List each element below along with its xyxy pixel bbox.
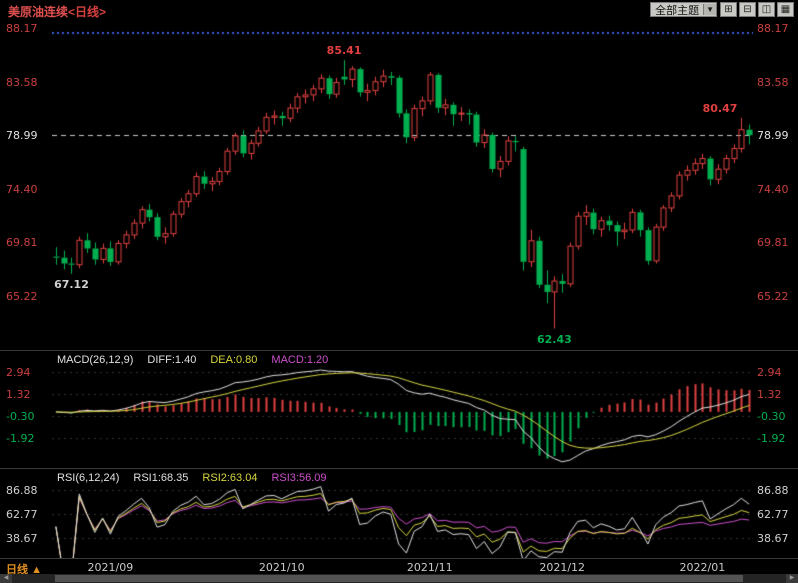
macd-title: MACD(26,12,9)	[57, 354, 134, 366]
date-label: 2022/01	[679, 561, 726, 574]
price-annotation: 62.43	[536, 332, 572, 346]
header-controls: 全部主题 ▼ ⊞ ⊟ ◫ ▦	[650, 2, 794, 17]
macd-macd-value: MACD:1.20	[271, 354, 329, 366]
rsi-axis-label: 62.77	[757, 508, 789, 521]
price-axis-label: 78.99	[6, 129, 38, 143]
layout-horizontal-split-icon[interactable]: ⊟	[739, 2, 756, 17]
rsi-axis-label: 38.67	[6, 532, 38, 545]
symbol-title: 美原油连续<日线>	[8, 3, 106, 20]
macd-axis-label: 1.32	[757, 388, 782, 401]
rsi-axis-label: 86.88	[757, 484, 789, 497]
price-axis-label: 65.22	[6, 290, 38, 303]
rsi-axis-label: 38.67	[757, 532, 789, 545]
rsi1-value: RSI1:68.35	[133, 472, 189, 484]
scroll-right-icon[interactable]: ▶	[786, 574, 798, 583]
rsi-axis-label: 62.77	[6, 508, 38, 521]
price-axis-label: 74.40	[6, 182, 38, 196]
macd-header: MACD(26,12,9) DIFF:1.40 DEA:0.80 MACD:1.…	[57, 354, 328, 366]
triangle-up-icon: ▲	[31, 564, 42, 576]
chart-header: 美原油连续<日线> 全部主题 ▼ ⊞ ⊟ ◫ ▦	[0, 0, 798, 19]
price-axis-label: 74.40	[757, 182, 789, 196]
macd-axis-label: -1.92	[757, 432, 786, 445]
date-label: 2021/09	[87, 561, 134, 574]
date-label: 2021/12	[539, 561, 586, 574]
macd-axis-label: -0.30	[757, 410, 786, 423]
panel-divider	[0, 558, 798, 559]
macd-diff-value: DIFF:1.40	[147, 354, 197, 366]
horizontal-scrollbar[interactable]: ◀ ▶	[0, 574, 798, 583]
price-axis-label: 69.81	[757, 236, 789, 250]
date-label: 2021/10	[258, 561, 305, 574]
rsi2-value: RSI2:63.04	[202, 472, 258, 484]
period-tab[interactable]: 日线 ▲	[6, 561, 42, 577]
price-axis-label: 69.81	[6, 236, 38, 250]
symbol-name: 美原油连续	[8, 5, 69, 19]
date-label: 2021/11	[406, 561, 453, 574]
macd-axis-label: 2.94	[6, 366, 31, 379]
price-annotation: 85.41	[326, 44, 362, 58]
price-axis-label: 83.58	[6, 75, 38, 89]
rsi-canvas[interactable]	[52, 470, 753, 558]
panel-divider	[0, 350, 798, 351]
layout-quad-icon[interactable]: ⊞	[720, 2, 737, 17]
layout-button-group: ⊞ ⊟ ◫ ▦	[720, 2, 794, 17]
theme-dropdown[interactable]: 全部主题 ▼	[650, 2, 717, 17]
price-axis-label: 65.22	[757, 290, 789, 303]
price-axis-label: 88.17	[6, 22, 38, 35]
layout-nine-grid-icon[interactable]: ▦	[777, 2, 794, 17]
candlestick-canvas[interactable]	[52, 20, 753, 346]
price-axis-label: 88.17	[757, 22, 789, 35]
rsi-axis-label: 86.88	[6, 484, 38, 497]
price-axis-label: 78.99	[757, 129, 789, 143]
macd-dea-value: DEA:0.80	[210, 354, 258, 366]
layout-vertical-split-icon[interactable]: ◫	[758, 2, 775, 17]
rsi3-value: RSI3:56.09	[271, 472, 327, 484]
price-axis-label: 83.58	[757, 75, 789, 89]
price-annotation: 67.12	[54, 277, 89, 291]
period-label: <日线>	[68, 5, 107, 19]
macd-canvas[interactable]	[52, 352, 753, 468]
rsi-header: RSI(6,12,24) RSI1:68.35 RSI2:63.04 RSI3:…	[57, 472, 327, 484]
period-tab-label: 日线	[6, 564, 28, 576]
scroll-left-icon[interactable]: ◀	[0, 574, 12, 583]
macd-axis-label: -1.92	[6, 432, 35, 445]
theme-dropdown-label: 全部主题	[655, 4, 700, 17]
macd-axis-label: 1.32	[6, 388, 31, 401]
rsi-title: RSI(6,12,24)	[57, 472, 120, 484]
chevron-down-icon: ▼	[703, 4, 716, 15]
price-annotation: 80.47	[702, 101, 738, 115]
macd-axis-label: -0.30	[6, 410, 35, 423]
macd-axis-label: 2.94	[757, 366, 782, 379]
panel-divider	[0, 468, 798, 469]
scrollbar-thumb[interactable]	[55, 575, 743, 582]
